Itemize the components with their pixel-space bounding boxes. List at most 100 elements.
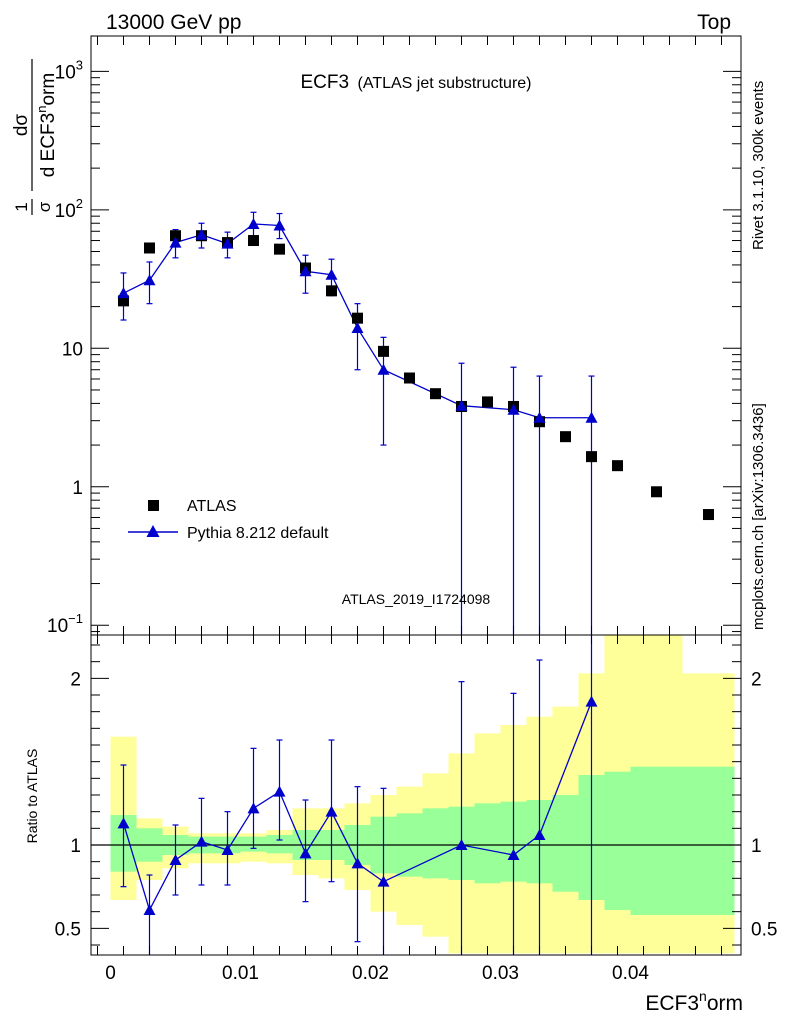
- y-tick-base: 10: [55, 62, 76, 83]
- mc-point: [143, 274, 156, 286]
- mc-point: [533, 411, 546, 423]
- atlas-point: [352, 312, 363, 324]
- legend-marker-pythia: [146, 525, 160, 537]
- ratio-y-tick-label-left: 1: [70, 836, 81, 857]
- mc-point: [351, 322, 364, 334]
- header-left: 13000 GeV pp: [106, 11, 241, 34]
- band-inner-bin: [474, 803, 501, 884]
- band-inner-bin: [604, 771, 631, 910]
- atlas-point: [326, 285, 337, 297]
- x-tick-label: 0.03: [482, 963, 519, 984]
- ratio-content: [91, 635, 741, 955]
- ratio-mc-point: [377, 875, 390, 887]
- atlas-point: [248, 235, 259, 247]
- mc-point: [507, 403, 520, 415]
- ratio-mc-point: [247, 802, 260, 814]
- ratio-y-tick-label-left: 0.5: [55, 919, 81, 940]
- atlas-point: [482, 396, 493, 408]
- ratio-y-tick-label-right: 2: [751, 669, 762, 690]
- ratio-mc-point: [195, 835, 208, 847]
- y-tick-base: 10: [47, 616, 68, 637]
- analysis-id: ATLAS_2019_I1724098: [342, 591, 491, 607]
- y-tick-base: 10: [55, 201, 76, 222]
- ylabel-frac-den: σ: [35, 201, 54, 212]
- y-tick-exp: −1: [68, 611, 83, 626]
- band-inner-bin: [422, 808, 449, 879]
- band-inner-bin: [682, 766, 735, 915]
- ylabel-d-num: dσ: [11, 114, 32, 137]
- y-tick-label: 1: [72, 478, 83, 499]
- main-frame: [90, 35, 742, 636]
- ratio-panel: 0.5 0.5 1 1 2 2 Ratio to ATLAS: [24, 634, 777, 956]
- mc-point: [325, 268, 338, 280]
- atlas-point: [274, 243, 285, 255]
- ratio-mc-point: [299, 847, 312, 859]
- ratio-mc-point: [455, 839, 468, 850]
- ratio-y-tick-label-right: 0.5: [751, 919, 777, 940]
- legend-label-atlas: ATLAS: [187, 498, 237, 515]
- y-tick-base: 1: [72, 478, 83, 499]
- mc-point: [585, 411, 598, 423]
- band-inner-bin: [630, 766, 683, 915]
- x-tick-label: 0.04: [612, 963, 649, 984]
- x-label-tail: orm: [707, 992, 743, 1015]
- legend: ATLAS Pythia 8.212 default: [128, 498, 329, 542]
- ratio-mc-point: [143, 904, 156, 915]
- main-x-ticks: [97, 36, 722, 635]
- y-tick-label: 102: [55, 196, 83, 222]
- mc-point: [221, 237, 234, 249]
- plot-title: ECF3 (ATLAS jet substructure): [300, 72, 531, 93]
- atlas-point: [703, 509, 714, 521]
- rivet-label: Rivet 3.1.10, 300k events: [750, 81, 767, 250]
- x-tick-label: 0: [105, 963, 116, 984]
- legend-marker-atlas: [148, 500, 159, 511]
- ratio-mc-point: [221, 844, 234, 855]
- plot-title-sub: (ATLAS jet substructure): [358, 75, 532, 92]
- x-label-sup: n: [699, 988, 707, 1004]
- mc-point: [455, 399, 468, 411]
- y-tick-label: 10−1: [47, 611, 83, 637]
- legend-label-pythia: Pythia 8.212 default: [187, 525, 329, 542]
- atlas-point: [404, 372, 415, 384]
- mc-point: [117, 287, 130, 299]
- atlas-point: [144, 242, 155, 254]
- ratio-y-tick-label-right: 1: [751, 836, 762, 857]
- ratio-mc-point: [273, 785, 286, 797]
- y-tick-label: 10: [62, 339, 83, 360]
- y-tick-exp: 3: [76, 57, 83, 72]
- ylabel-d-den-tail: orm: [38, 73, 59, 106]
- mc-point: [169, 236, 182, 248]
- x-tick-label: 0.02: [352, 963, 389, 984]
- ratio-mc-point: [533, 829, 546, 840]
- main-content: [117, 211, 714, 635]
- header-right: Top: [697, 11, 731, 34]
- mc-point: [273, 219, 286, 231]
- band-inner-bin: [266, 835, 293, 854]
- mc-point: [377, 363, 390, 375]
- ratio-y-tick-label-left: 2: [70, 669, 81, 690]
- ratio-mc-point: [585, 695, 598, 707]
- ratio-mc-point: [169, 854, 182, 865]
- mc-point: [299, 265, 312, 277]
- plot-title-main: ECF3: [300, 72, 349, 93]
- ratio-mc-point: [325, 805, 338, 817]
- ratio-mc-point: [351, 857, 364, 869]
- ratio-mc-point: [507, 849, 520, 860]
- ratio-mc-point: [117, 817, 130, 829]
- ratio-y-label: Ratio to ATLAS: [24, 749, 40, 844]
- ylabel-frac-num: 1: [12, 202, 31, 211]
- atlas-point: [560, 431, 571, 443]
- ylabel-d-den-base: d ECF3: [38, 113, 59, 177]
- band-inner-bin: [552, 795, 579, 892]
- ratio-y-ticks: 0.5 0.5 1 1 2 2: [55, 644, 777, 946]
- main-y-label: 1 σ dσ d ECF3norm: [11, 59, 59, 215]
- y-tick-label: 103: [55, 57, 83, 83]
- atlas-point: [586, 451, 597, 463]
- mc-point: [247, 217, 260, 229]
- x-tick-label: 0.01: [222, 963, 259, 984]
- y-tick-base: 10: [62, 339, 83, 360]
- atlas-point: [170, 230, 181, 242]
